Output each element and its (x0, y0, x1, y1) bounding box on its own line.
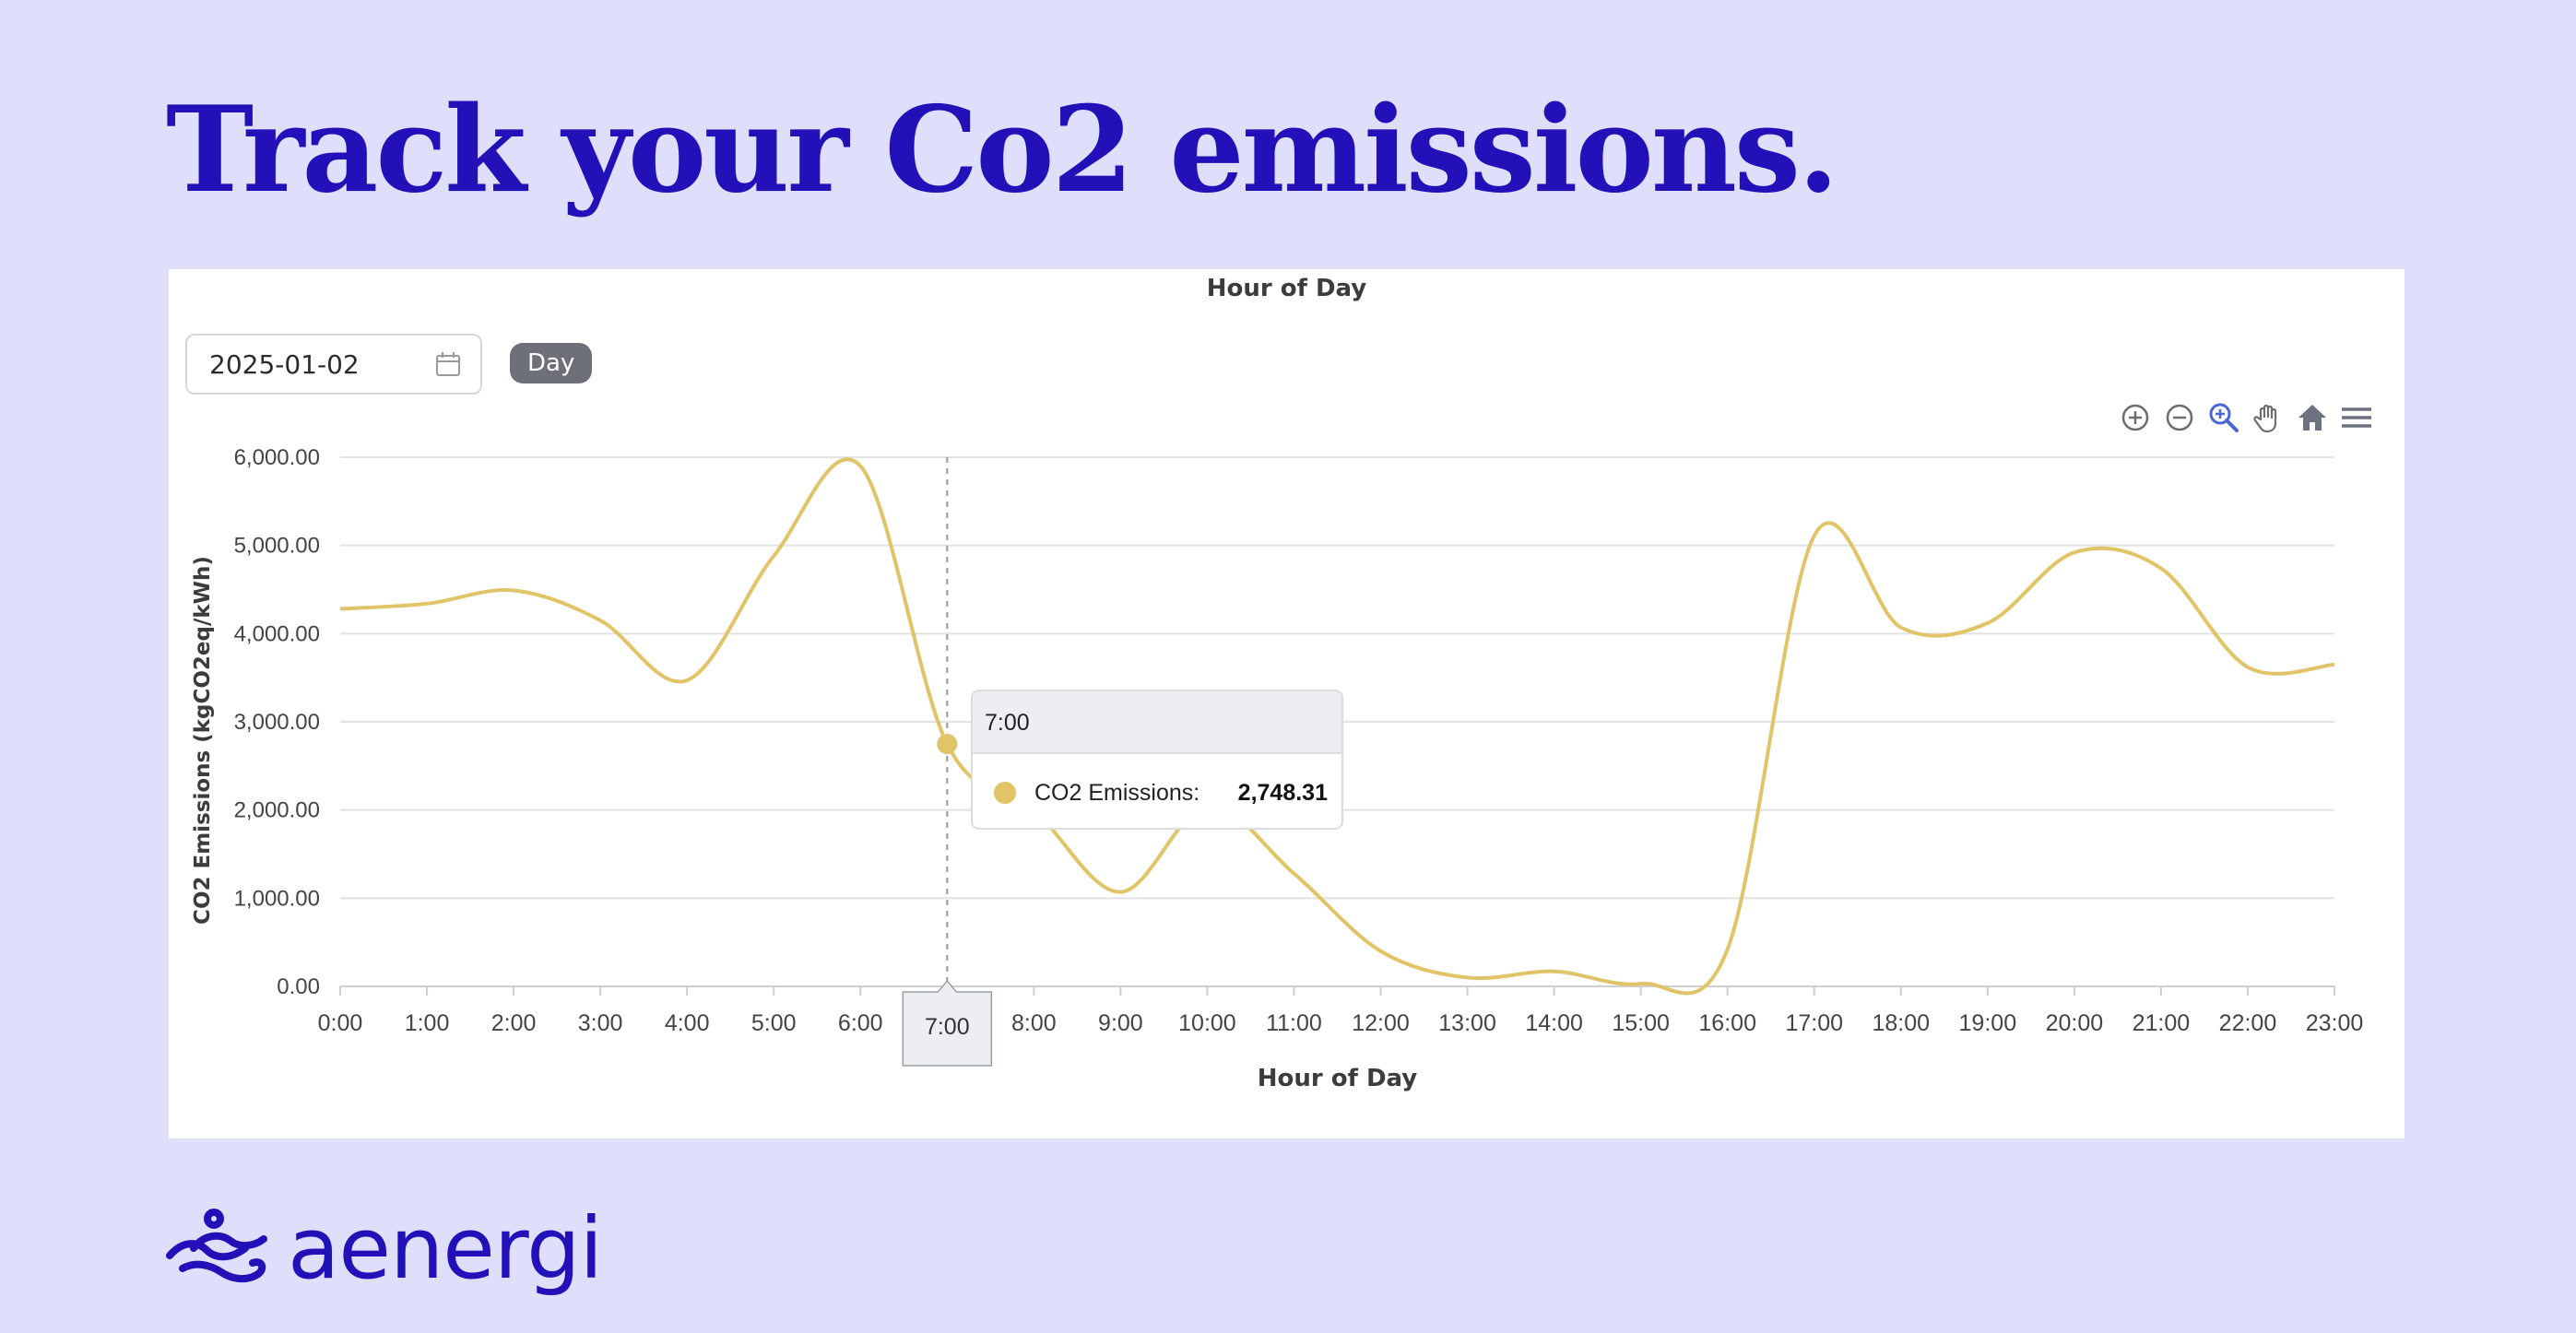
x-tick-label: 5:00 (751, 1010, 797, 1036)
x-tick-label: 15:00 (1612, 1010, 1670, 1036)
brand-name: aenergi (288, 1199, 603, 1298)
x-tick-label: 6:00 (838, 1010, 883, 1036)
tooltip-series-label: CO2 Emissions: (1034, 780, 1199, 806)
x-tick-label: 10:00 (1178, 1010, 1236, 1036)
chart-toolbar (2118, 400, 2374, 435)
x-tick-label: 17:00 (1785, 1010, 1843, 1036)
date-value: 2025-01-02 (209, 348, 360, 380)
x-tick-label: 4:00 (665, 1010, 710, 1036)
x-tick-label: 1:00 (405, 1010, 450, 1036)
calendar-icon[interactable] (434, 350, 462, 378)
data-point-highlight (937, 734, 958, 755)
x-tick-label: 12:00 (1352, 1010, 1410, 1036)
tooltip-title: 7:00 (985, 710, 1030, 736)
x-tick-label: 23:00 (2306, 1010, 2364, 1036)
x-axis-tooltip-label: 7:00 (925, 1014, 970, 1040)
line-chart[interactable]: 0.00 1,000.00 2,000.00 3,000.00 4,000.00 5,00… (169, 269, 2405, 1138)
x-tick-label: 3:00 (578, 1010, 623, 1036)
chart-card: Hour of Day 2025-01-02 Day 0.00 1,000 (169, 269, 2405, 1138)
x-axis-title: Hour of Day (1258, 1065, 1418, 1092)
x-tick-label: 22:00 (2219, 1010, 2277, 1036)
y-tick-label: 3,000.00 (234, 710, 320, 735)
x-tick-label: 11:00 (1266, 1010, 1322, 1036)
tooltip-series-marker (994, 782, 1016, 804)
page-headline: Track your Co2 emissions. (166, 81, 1838, 219)
y-tick-label: 4,000.00 (234, 621, 320, 646)
y-tick-label: 1,000.00 (234, 886, 320, 911)
pan-icon[interactable] (2251, 400, 2286, 435)
zoom-out-icon[interactable] (2162, 400, 2197, 435)
x-axis-tooltip-badge (902, 979, 993, 1067)
x-tick-label: 16:00 (1698, 1010, 1756, 1036)
x-tick-label: 21:00 (2133, 1010, 2191, 1036)
zoom-in-icon[interactable] (2118, 400, 2153, 435)
y-axis-title: CO2 Emissions (kgCO2eq/kWh) (191, 556, 215, 925)
zoom-select-icon[interactable] (2206, 400, 2241, 435)
x-tick-label: 18:00 (1873, 1010, 1931, 1036)
series-line-co2-emissions (339, 457, 2335, 996)
date-picker-input[interactable]: 2025-01-02 (185, 334, 482, 395)
tooltip-header (973, 691, 1341, 753)
chart-title: Hour of Day (1206, 275, 1367, 302)
y-tick-label: 5,000.00 (234, 534, 320, 559)
x-tick-label: 19:00 (1959, 1010, 2017, 1036)
y-tick-label: 6,000.00 (234, 445, 320, 470)
wind-wave-icon (166, 1209, 267, 1282)
x-tick-label: 13:00 (1438, 1010, 1496, 1036)
x-tick-label: 2:00 (491, 1010, 537, 1036)
y-tick-label: 0.00 (277, 974, 320, 999)
y-tick-label: 2,000.00 (234, 798, 320, 823)
x-tick-label: 8:00 (1011, 1010, 1057, 1036)
home-icon[interactable] (2295, 400, 2330, 435)
x-tick-label: 9:00 (1098, 1010, 1143, 1036)
period-day-button[interactable]: Day (510, 343, 593, 383)
x-tick-label: 20:00 (2046, 1010, 2104, 1036)
x-tick-label: 14:00 (1525, 1010, 1583, 1036)
tooltip-value: 2,748.31 (1238, 780, 1328, 806)
menu-icon[interactable] (2339, 400, 2374, 435)
brand-logo: aenergi (166, 1199, 603, 1298)
x-tick-label: 0:00 (318, 1010, 363, 1036)
